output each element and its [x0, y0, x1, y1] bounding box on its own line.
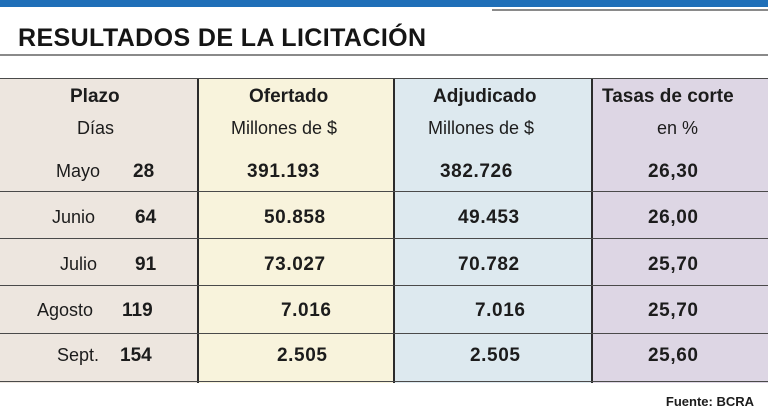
tasa-header: Tasas de corte [602, 86, 734, 107]
table-top-border [0, 78, 768, 79]
row-ofertado: 50.858 [264, 207, 326, 228]
row-days: 91 [135, 254, 157, 275]
row-ofertado: 7.016 [281, 300, 332, 321]
row-divider [0, 285, 768, 286]
page-title: RESULTADOS DE LA LICITACIÓN [18, 24, 427, 52]
ofertado-column-bg [198, 78, 394, 383]
row-ofertado: 73.027 [264, 254, 326, 275]
ofertado-header: Ofertado [249, 86, 329, 107]
row-adjudicado: 382.726 [440, 161, 513, 182]
adjudicado-header: Adjudicado [433, 86, 537, 107]
row-tasa: 25,60 [648, 345, 699, 366]
row-tasa: 26,30 [648, 161, 699, 182]
adjudicado-column-bg [394, 78, 592, 383]
plazo-subheader: Días [77, 118, 115, 138]
tasa-column-bg [592, 78, 768, 383]
row-days: 64 [135, 207, 157, 228]
row-adjudicado: 70.782 [458, 254, 520, 275]
plazo-column-bg [0, 78, 198, 383]
row-days: 28 [133, 161, 155, 182]
table-bottom-border [0, 381, 768, 382]
title-rule [0, 54, 768, 56]
row-ofertado: 2.505 [277, 345, 328, 366]
source-note: Fuente: BCRA [665, 394, 754, 409]
row-adjudicado: 7.016 [475, 300, 526, 321]
row-month: Agosto [37, 300, 94, 320]
column-divider [393, 78, 395, 383]
row-divider [0, 333, 768, 334]
row-days: 119 [122, 300, 153, 321]
row-divider [0, 238, 768, 239]
row-divider [0, 191, 768, 192]
row-tasa: 25,70 [648, 254, 699, 275]
top-accent-bar [0, 0, 768, 7]
column-divider [591, 78, 593, 383]
row-tasa: 26,00 [648, 207, 699, 228]
row-month: Junio [52, 207, 96, 227]
row-days: 154 [120, 345, 152, 366]
adjudicado-subheader: Millones de $ [428, 118, 535, 138]
column-divider [197, 78, 199, 383]
top-rule [492, 9, 768, 11]
plazo-header: Plazo [70, 86, 120, 107]
row-adjudicado: 2.505 [470, 345, 521, 366]
row-adjudicado: 49.453 [458, 207, 520, 228]
ofertado-subheader: Millones de $ [231, 118, 338, 138]
row-month: Mayo [56, 161, 101, 181]
row-ofertado: 391.193 [247, 161, 320, 182]
tasa-subheader: en % [657, 118, 699, 138]
row-month: Sept. [57, 345, 100, 365]
row-tasa: 25,70 [648, 300, 699, 321]
row-month: Julio [60, 254, 98, 274]
